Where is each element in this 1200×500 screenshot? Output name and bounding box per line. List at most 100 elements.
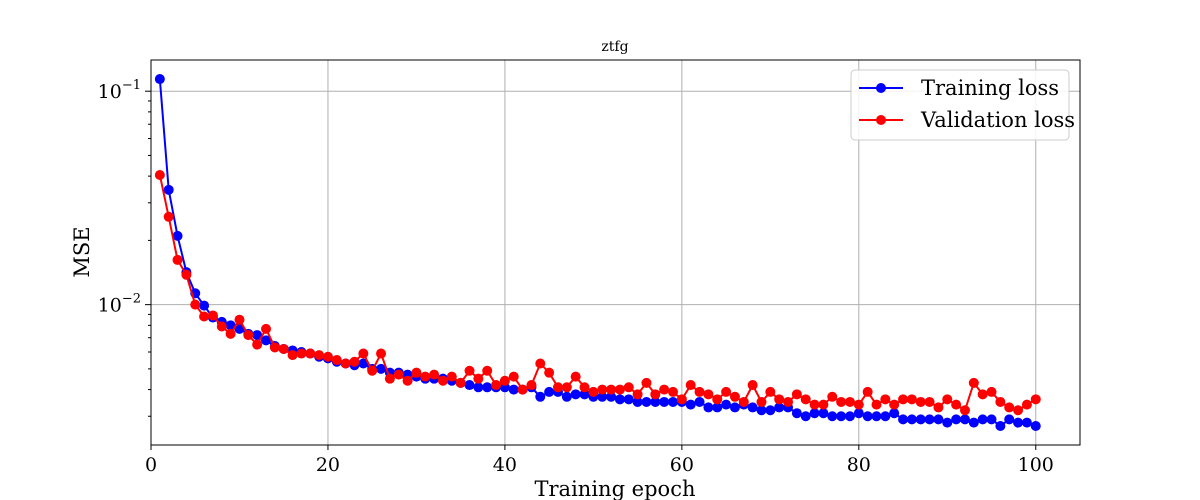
training-loss-point <box>951 414 962 425</box>
validation-loss-point <box>287 350 298 361</box>
validation-loss-point <box>606 384 617 395</box>
training-loss-point <box>800 411 811 422</box>
validation-loss-point <box>225 328 236 339</box>
validation-loss-point <box>508 371 519 382</box>
training-loss-point <box>482 382 493 393</box>
validation-loss-point <box>880 394 891 405</box>
validation-loss-point <box>482 365 493 376</box>
training-loss-point <box>659 396 670 407</box>
training-loss-point <box>818 408 829 419</box>
validation-loss-point <box>491 380 502 391</box>
training-loss-point <box>853 408 864 419</box>
training-loss-point <box>871 411 882 422</box>
training-loss-point <box>924 414 935 425</box>
validation-loss-point <box>278 343 289 354</box>
validation-loss-point <box>473 373 484 384</box>
validation-loss-point <box>659 384 670 395</box>
x-axis-ticks: 0 20 40 60 80 100 <box>145 445 1054 476</box>
training-loss-point <box>977 414 988 425</box>
validation-loss-point <box>1030 394 1041 405</box>
training-loss-point <box>561 391 572 402</box>
training-loss-point <box>234 323 245 334</box>
legend-item-validation: Validation loss <box>859 108 1075 132</box>
validation-loss-point <box>906 394 917 405</box>
validation-loss-point <box>314 350 325 361</box>
validation-loss-point <box>809 399 820 410</box>
training-loss-point <box>915 414 926 425</box>
validation-loss-point <box>685 380 696 391</box>
training-loss-point <box>694 396 705 407</box>
validation-loss-point <box>163 211 174 222</box>
validation-loss-point <box>1013 405 1024 416</box>
validation-loss-point <box>924 396 935 407</box>
x-tick-label: 60 <box>670 454 694 476</box>
legend-label-training: Training loss <box>921 76 1059 100</box>
training-loss-point <box>898 414 909 425</box>
validation-loss-point <box>986 386 997 397</box>
training-loss-point <box>933 414 944 425</box>
validation-loss-point <box>455 377 466 388</box>
training-loss-point <box>712 402 723 413</box>
validation-loss-point <box>774 394 785 405</box>
validation-loss-point <box>827 391 838 402</box>
validation-loss-point <box>429 369 440 380</box>
validation-loss-point <box>402 375 413 386</box>
training-loss-point <box>827 411 838 422</box>
validation-loss-point <box>181 269 192 280</box>
training-loss-point <box>809 408 820 419</box>
series-layer <box>154 74 1041 432</box>
training-loss-point <box>959 414 970 425</box>
chart-title: ztfg <box>601 39 628 55</box>
x-tick-label: 20 <box>316 454 340 476</box>
training-loss-point <box>614 394 625 405</box>
legend-box <box>850 69 1070 141</box>
training-loss-point <box>942 417 953 428</box>
training-loss-point <box>464 380 475 391</box>
validation-loss-point <box>747 380 758 391</box>
legend-marker-training <box>876 83 886 93</box>
training-loss-point <box>889 408 900 419</box>
validation-loss-point <box>207 310 218 321</box>
validation-loss-point <box>721 386 732 397</box>
validation-loss-point <box>641 377 652 388</box>
validation-loss-point <box>517 384 528 395</box>
validation-loss-point <box>889 399 900 410</box>
validation-loss-point <box>393 369 404 380</box>
legend-label-validation: Validation loss <box>920 108 1075 132</box>
training-loss-point <box>570 389 581 400</box>
legend-item-training: Training loss <box>859 76 1059 100</box>
training-loss-point <box>376 363 387 374</box>
training-loss-point <box>641 396 652 407</box>
validation-loss-point <box>650 389 661 400</box>
x-axis-label: Training epoch <box>535 477 696 500</box>
validation-loss-point <box>243 330 254 341</box>
training-loss-point <box>995 421 1006 432</box>
training-loss-point <box>172 230 183 241</box>
training-loss-point <box>1030 421 1041 432</box>
validation-loss-point <box>261 323 272 334</box>
validation-loss-point <box>305 348 316 359</box>
validation-loss-point <box>552 382 563 393</box>
training-loss-point <box>163 184 174 195</box>
validation-loss-point <box>862 386 873 397</box>
validation-loss-point <box>995 396 1006 407</box>
validation-loss-point <box>694 386 705 397</box>
validation-loss-point <box>384 373 395 384</box>
training-loss-point <box>473 382 484 393</box>
validation-loss-point <box>968 377 979 388</box>
training-loss-point <box>703 402 714 413</box>
training-loss-point <box>154 74 165 85</box>
validation-loss-point <box>844 396 855 407</box>
validation-loss-point <box>951 399 962 410</box>
x-tick-label: 80 <box>847 454 871 476</box>
validation-loss-point <box>915 396 926 407</box>
validation-loss-point <box>729 391 740 402</box>
training-loss-point <box>508 384 519 395</box>
y-tick-label: 10−1 <box>98 78 141 103</box>
training-loss-point <box>774 402 785 413</box>
validation-loss-point <box>783 396 794 407</box>
training-loss-point <box>668 396 679 407</box>
validation-loss-point <box>446 371 457 382</box>
validation-loss-point <box>234 314 245 325</box>
validation-loss-point <box>933 402 944 413</box>
